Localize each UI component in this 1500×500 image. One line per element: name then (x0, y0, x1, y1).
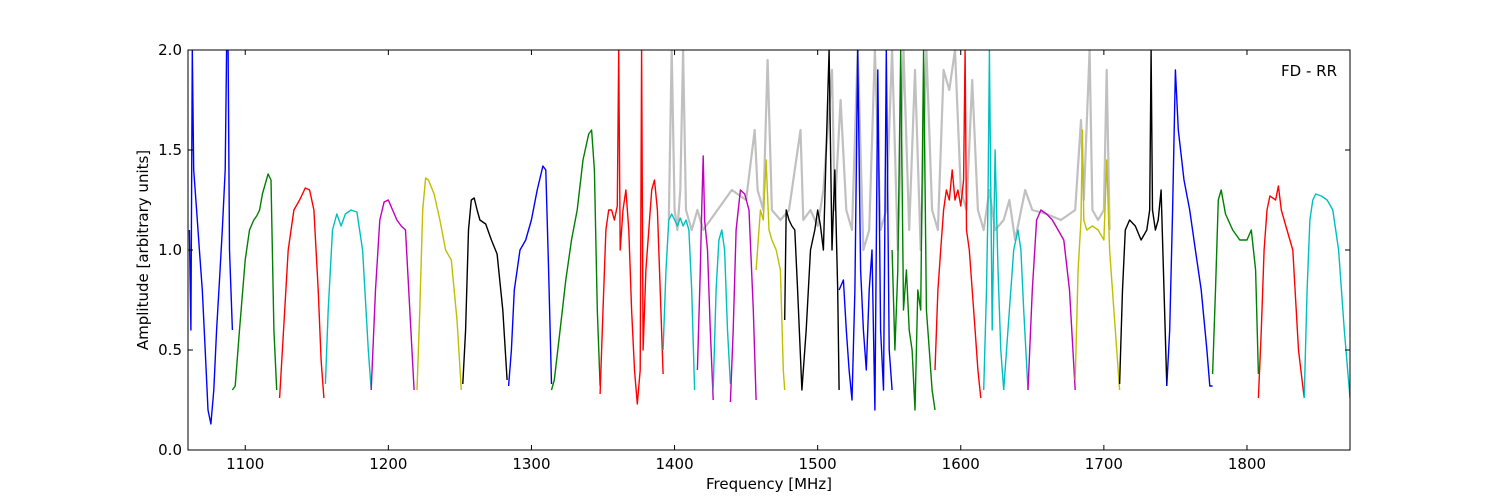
x-axis-label: Frequency [MHz] (706, 475, 832, 493)
x-tick-label: 1300 (512, 455, 550, 473)
series-line-4 (324, 209, 372, 391)
series-line-7 (462, 197, 508, 385)
series-line-19 (934, 50, 982, 399)
series-line-21 (1003, 229, 1029, 391)
series-line-10 (599, 50, 664, 405)
series-line-6 (416, 177, 462, 391)
annotation-label: FD - RR (1281, 62, 1337, 80)
series-line-23 (1074, 129, 1121, 391)
y-tick-label: 2.0 (158, 41, 182, 59)
x-tick-label: 1200 (369, 455, 407, 473)
y-axis-label: Amplitude [arbitrary units] (134, 150, 152, 350)
series-line-20 (983, 50, 1005, 391)
series-line-11 (662, 213, 696, 391)
x-tick-label: 1600 (942, 455, 980, 473)
series-line-17 (838, 50, 893, 411)
series-line-27 (1257, 185, 1305, 399)
x-tick-label: 1800 (1228, 455, 1266, 473)
y-tick-label: 0.5 (158, 341, 182, 359)
series-line-28 (1303, 193, 1350, 399)
x-tick-label: 1400 (655, 455, 693, 473)
x-tick-label: 1700 (1085, 455, 1123, 473)
plot-area (188, 50, 1350, 425)
series-line-13 (712, 229, 732, 391)
series-line-5 (370, 199, 415, 391)
series-line-3 (278, 187, 325, 399)
background-series-line (667, 50, 1111, 252)
series-line-16 (784, 50, 840, 391)
series-line-22 (1027, 209, 1076, 391)
series-line-14 (729, 189, 757, 403)
series-line-8 (507, 165, 553, 387)
y-tick-label: 0.0 (158, 441, 182, 459)
series-line-18 (891, 50, 936, 411)
x-tick-label: 1500 (799, 455, 837, 473)
series-line-26 (1211, 189, 1260, 375)
series-line-9 (550, 129, 601, 391)
x-tick-label: 1100 (226, 455, 264, 473)
y-tick-label: 1.0 (158, 241, 182, 259)
series-line-1 (188, 50, 234, 425)
series-line-24 (1118, 50, 1168, 387)
series-line-25 (1166, 69, 1213, 387)
axis-ticks: 1100 1200 1300 1400 1500 1600 1700 1800 0.0 0.5 1.… (158, 41, 1350, 473)
series-line-12 (696, 155, 714, 401)
y-tick-label: 1.5 (158, 141, 182, 159)
series-line-2 (231, 173, 278, 391)
series-line-15 (755, 159, 786, 391)
